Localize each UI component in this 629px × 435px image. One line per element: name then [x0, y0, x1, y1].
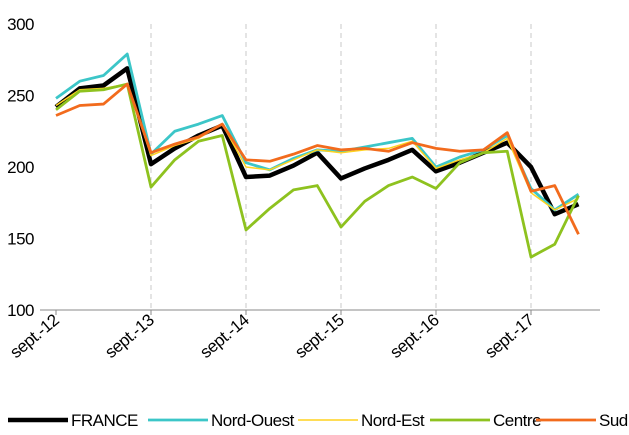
legend-label: Centre — [493, 411, 541, 430]
legend-label: Nord-Ouest — [211, 411, 295, 430]
y-tick-label: 300 — [7, 15, 34, 34]
legend-label: Sud — [599, 411, 628, 430]
y-tick-label: 200 — [7, 158, 34, 177]
x-tick-label: sept.-17 — [481, 310, 537, 361]
x-tick-label: sept.-15 — [291, 310, 347, 361]
series-line — [55, 82, 580, 235]
legend-label: FRANCE — [71, 411, 138, 430]
x-tick-label: sept.-16 — [386, 310, 442, 361]
series-line — [55, 82, 580, 259]
y-tick-label: 100 — [7, 301, 34, 320]
y-tick-label: 150 — [7, 230, 34, 249]
legend-label: Nord-Est — [361, 411, 425, 430]
y-tick-label: 250 — [7, 87, 34, 106]
x-tick-label: sept.-13 — [101, 310, 157, 361]
x-tick-label: sept.-14 — [196, 310, 252, 361]
